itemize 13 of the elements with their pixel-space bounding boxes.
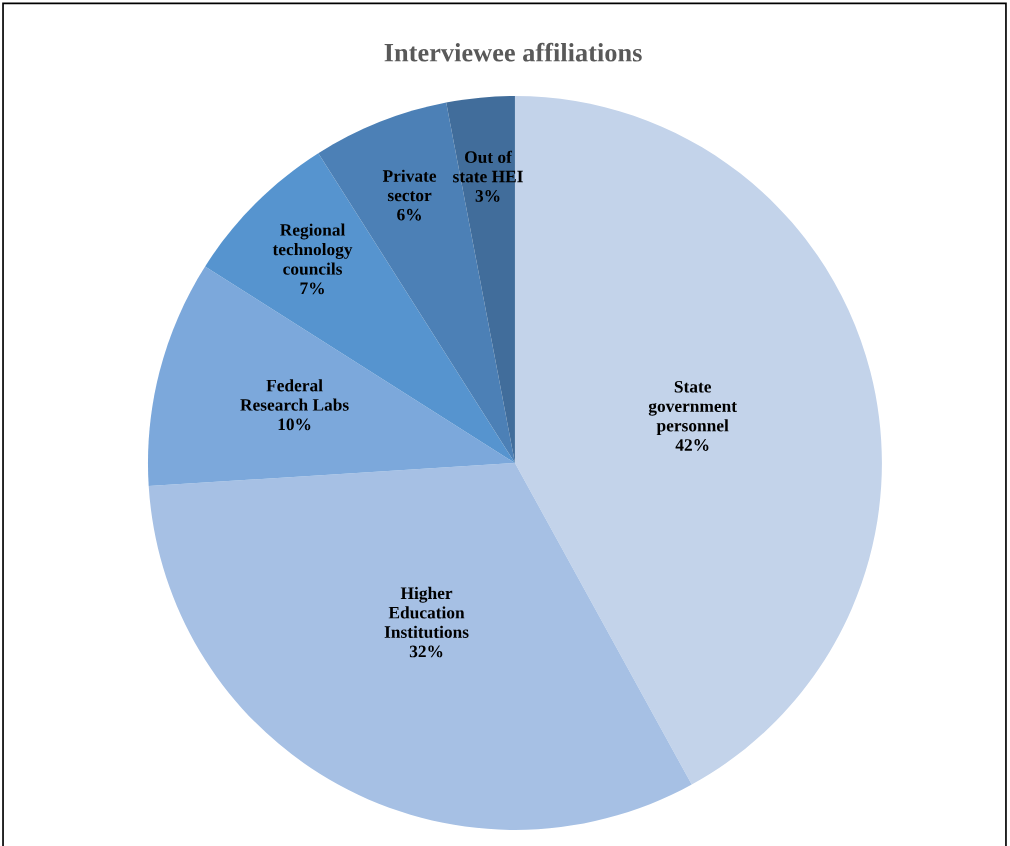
pie-slice [148, 463, 692, 830]
slice-label: Regional technology councils [272, 223, 353, 275]
slice-label: State government personnel [648, 380, 737, 435]
slice-label: Federal Research Labs [240, 379, 349, 411]
slice-label: Private sector [382, 169, 437, 202]
data-label: 10% [278, 418, 311, 431]
chart-title: Interviewee affiliations [384, 42, 642, 62]
slice-label: Higher Education Institutions [384, 586, 469, 638]
data-label: 42% [675, 439, 709, 451]
data-label: 7% [300, 282, 324, 295]
data-label: 6% [397, 208, 421, 221]
data-label: 32% [409, 645, 443, 658]
data-label: 3% [475, 190, 500, 202]
